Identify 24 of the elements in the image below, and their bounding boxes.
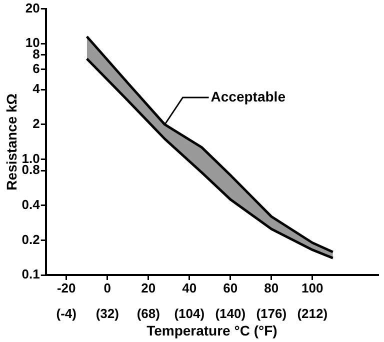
y-tick-label: 0.1 — [22, 266, 40, 282]
x-tick-label: 0 — [104, 280, 111, 296]
x2-tick-label: (-4) — [56, 306, 76, 321]
x-tick-label: -20 — [56, 280, 76, 296]
x2-tick-label: (176) — [256, 306, 287, 321]
x2-tick-label: (140) — [215, 306, 246, 321]
y-tick-label: 0.2 — [22, 232, 40, 247]
annotation: Acceptable — [210, 88, 286, 104]
x-tick-label: 40 — [182, 280, 197, 296]
y-tick-label: 0.4 — [22, 196, 41, 212]
x2-tick-label: (68) — [136, 306, 160, 321]
x-tick-label: 100 — [302, 280, 324, 296]
x2-tick-label: (104) — [174, 306, 205, 321]
y-tick-label: 4 — [32, 81, 41, 96]
x2-tick-label: (212) — [297, 306, 328, 321]
x-tick-label: 80 — [264, 280, 279, 296]
y-axis-title: Resistance kΩ — [3, 93, 20, 190]
x-tick-label: 60 — [223, 280, 238, 296]
y-tick-label: 20 — [25, 0, 40, 16]
y-tick-label: 6 — [32, 60, 40, 76]
x-axis-title: Temperature °C (°F) — [146, 322, 278, 338]
x2-tick-label: (32) — [96, 306, 119, 321]
x-tick-label: 20 — [141, 280, 156, 296]
y-tick-label: 2 — [32, 116, 40, 132]
